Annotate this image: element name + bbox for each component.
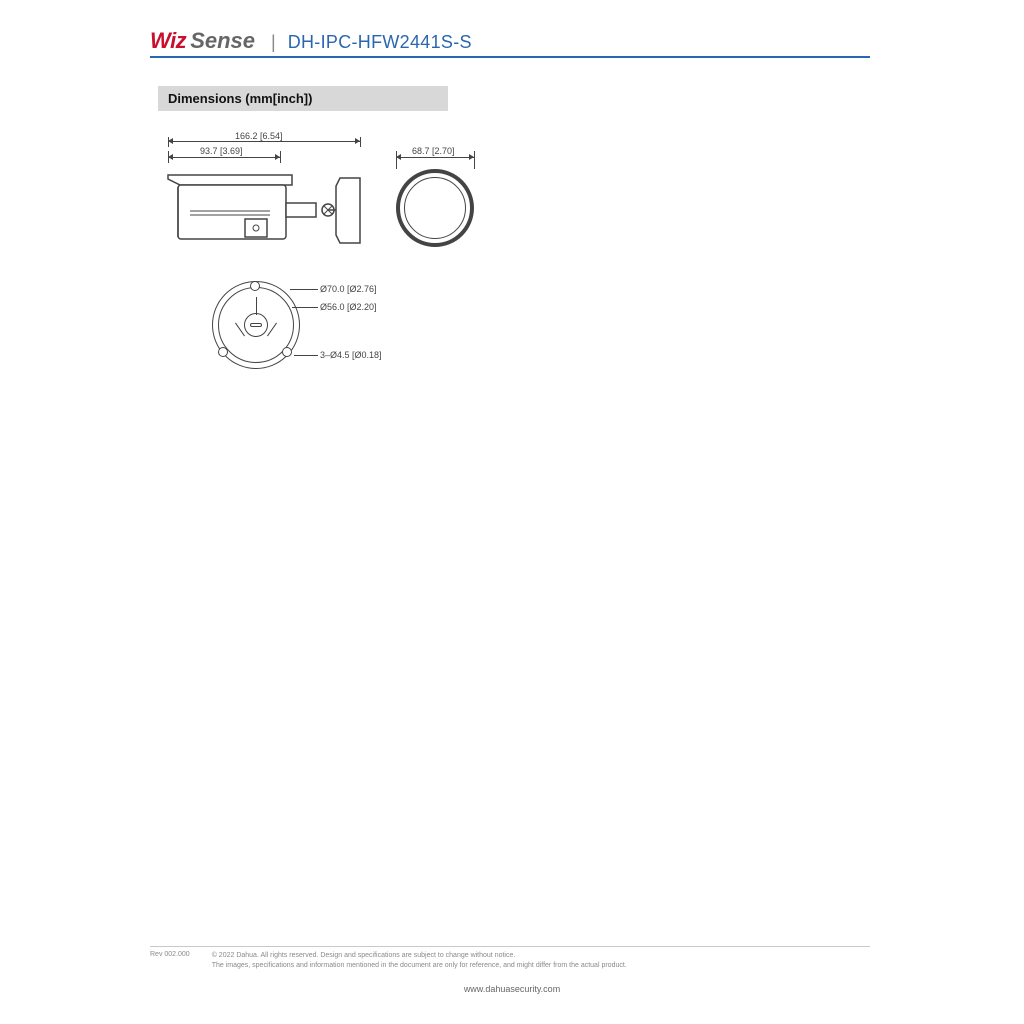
dimensions-diagram: 166.2 [6.54] 93.7 [3.69] [160, 129, 860, 389]
footer-rev: Rev 002.000 [150, 951, 190, 970]
dim-body-length: 93.7 [3.69] [200, 146, 243, 156]
dim-top-length: 166.2 [6.54] [235, 131, 283, 141]
model-number: DH-IPC-HFW2441S-S [288, 32, 472, 53]
footer-copyright: © 2022 Dahua. All rights reserved. Desig… [212, 952, 516, 959]
brand-sense: Sense [190, 28, 255, 54]
header-separator: | [271, 32, 276, 53]
page-content: Wiz Sense | DH-IPC-HFW2441S-S Dimensions… [150, 28, 870, 389]
dim-holes: 3–Ø4.5 [Ø0.18] [320, 350, 382, 360]
dim-back-outer: Ø70.0 [Ø2.76] [320, 284, 377, 294]
mount-screw-2 [218, 347, 228, 357]
section-title: Dimensions (mm[inch]) [158, 86, 448, 111]
dim-back-inner: Ø56.0 [Ø2.20] [320, 302, 377, 312]
footer-site: www.dahuasecurity.com [0, 984, 1024, 994]
header: Wiz Sense | DH-IPC-HFW2441S-S [150, 28, 870, 56]
header-rule [150, 56, 870, 58]
front-ring-inner [404, 177, 466, 239]
mount-center-slot [250, 323, 262, 327]
mount-screw-1 [250, 281, 260, 291]
camera-side-view [160, 163, 380, 273]
mount-screw-3 [282, 347, 292, 357]
brand-wiz: Wiz [150, 28, 186, 54]
footer-disclaimer: The images, specifications and informati… [212, 962, 627, 969]
footer: Rev 002.000 © 2022 Dahua. All rights res… [150, 946, 870, 970]
dim-front-diameter: 68.7 [2.70] [412, 146, 455, 156]
